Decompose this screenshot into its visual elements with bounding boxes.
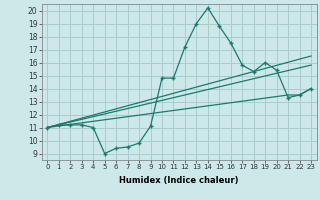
X-axis label: Humidex (Indice chaleur): Humidex (Indice chaleur) bbox=[119, 176, 239, 185]
